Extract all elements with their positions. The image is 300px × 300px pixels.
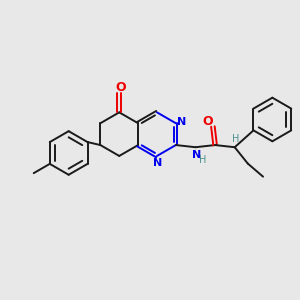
Text: N: N: [192, 150, 201, 160]
Text: H: H: [232, 134, 239, 144]
Text: H: H: [199, 155, 206, 165]
Text: O: O: [203, 115, 213, 128]
Text: N: N: [177, 117, 186, 127]
Text: N: N: [153, 158, 163, 168]
Text: O: O: [115, 81, 125, 94]
